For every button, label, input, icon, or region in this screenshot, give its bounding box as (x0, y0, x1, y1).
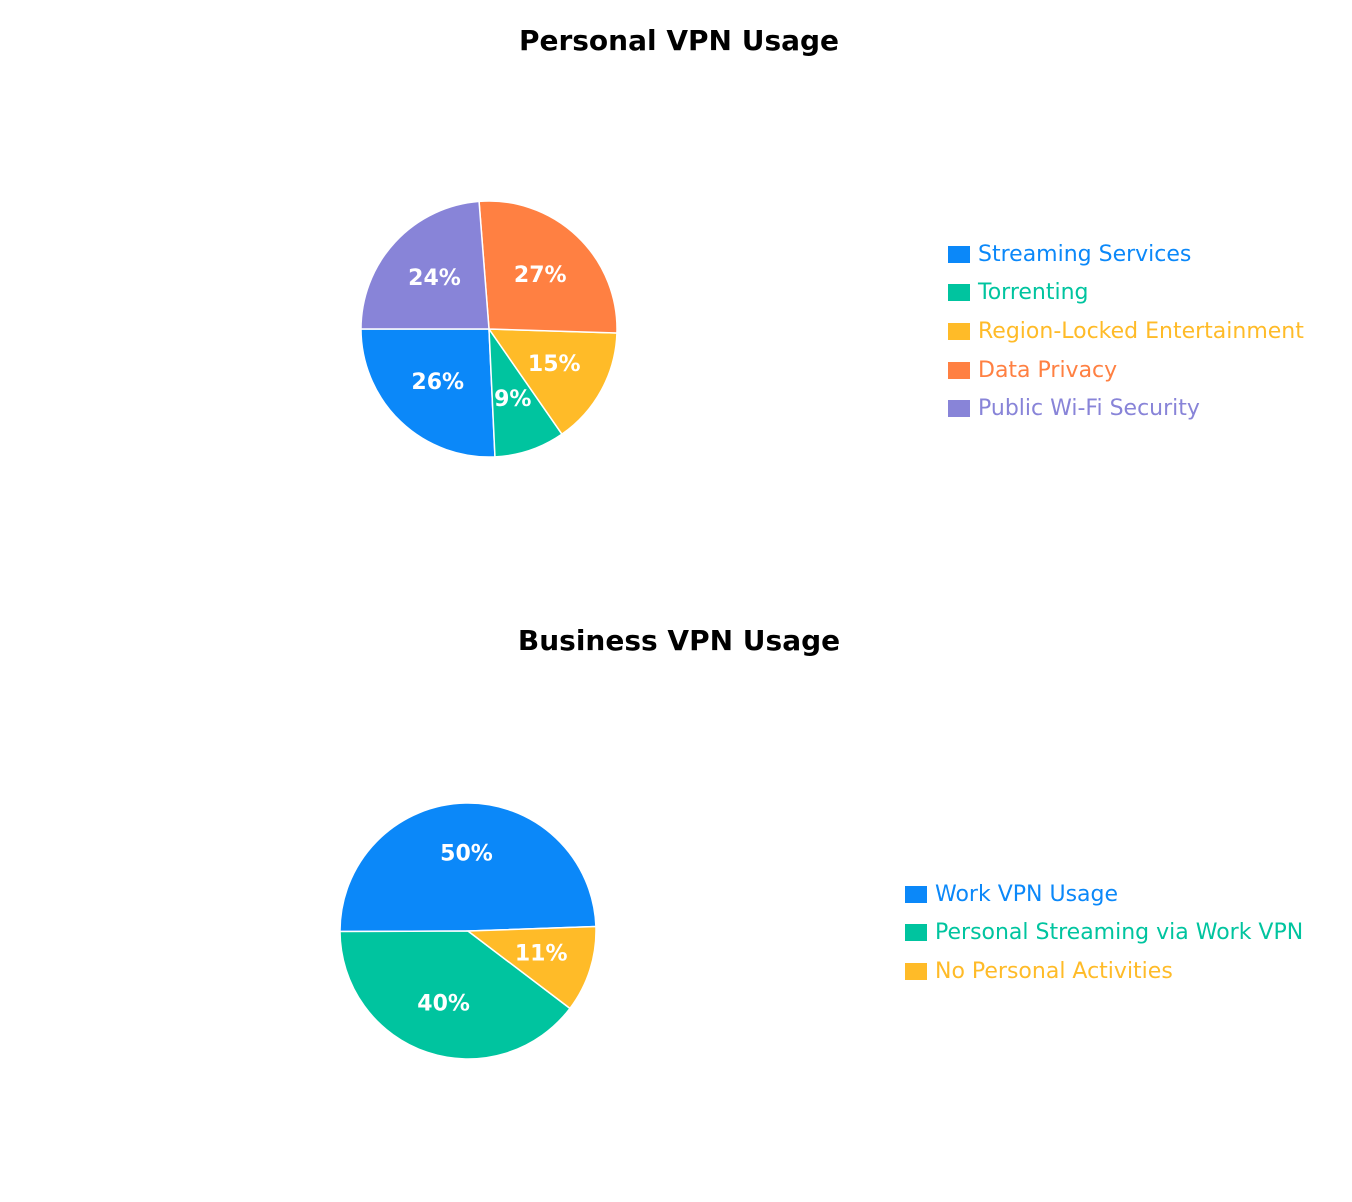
legend-label: Region-Locked Entertainment (978, 318, 1304, 344)
pie-label-personal-torrenting: 9% (494, 387, 531, 412)
legend-item-data-privacy: Data Privacy (948, 351, 1304, 390)
legend-label: Work VPN Usage (935, 881, 1119, 907)
pie-slice-personal-streaming-services (360, 328, 496, 458)
legend-label: Personal Streaming via Work VPN (935, 920, 1304, 946)
legend-item-work-vpn-usage: Work VPN Usage (905, 875, 1303, 914)
legend-swatch (948, 322, 970, 340)
pie-slice-personal-public-wi-fi-security (360, 200, 490, 330)
legend-swatch (948, 245, 970, 263)
legend-swatch (948, 284, 970, 302)
pie-slice-business-personal-streaming-via-work-vpn (339, 930, 571, 1060)
pie-label-personal-public-wi-fi-security: 24% (408, 266, 461, 291)
legend-business: Work VPN Usage Personal Streaming via Wor… (905, 875, 1303, 991)
legend-label: Streaming Services (978, 241, 1192, 267)
chart-title-business: Business VPN Usage (517, 624, 841, 657)
legend-swatch (948, 400, 970, 418)
legend-item-personal-streaming-via-work-vpn: Personal Streaming via Work VPN (905, 914, 1303, 953)
pie-label-business-no-personal-activities: 11% (515, 942, 568, 967)
pie-label-business-personal-streaming-via-work-vpn: 40% (417, 991, 470, 1016)
legend-label: Torrenting (978, 280, 1089, 306)
pie-label-business-work-vpn-usage: 50% (440, 842, 493, 867)
legend-item-public-wi-fi-security: Public Wi-Fi Security (948, 389, 1304, 428)
legend-swatch (905, 962, 927, 980)
pie-slice-personal-data-privacy (478, 200, 618, 334)
legend-label: No Personal Activities (935, 958, 1173, 984)
legend-item-torrenting: Torrenting (948, 274, 1304, 313)
legend-personal: Streaming Services Torrenting Region-Locke… (948, 235, 1304, 428)
legend-item-no-personal-activities: No Personal Activities (905, 952, 1303, 991)
pie-label-personal-streaming-services: 26% (411, 370, 464, 395)
pie-slice-business-work-vpn-usage (339, 802, 597, 933)
pie-label-personal-region-locked-entertainment: 15% (528, 352, 581, 377)
pie-chart-business: 50% 40% 11% (339, 802, 597, 1060)
pie-slice-business-no-personal-activities (465, 925, 597, 1010)
chart-title-personal: Personal VPN Usage (518, 24, 840, 57)
legend-swatch (905, 885, 927, 903)
pie-slice-personal-region-locked-entertainment (487, 328, 618, 436)
pie-label-personal-data-privacy: 27% (514, 263, 567, 288)
legend-label: Public Wi-Fi Security (978, 396, 1200, 422)
legend-swatch (948, 361, 970, 379)
pie-chart-personal: 26% 9% 15% 27% 24% (360, 200, 618, 458)
legend-label: Data Privacy (978, 357, 1118, 383)
legend-item-streaming-services: Streaming Services (948, 235, 1304, 274)
legend-swatch (905, 924, 927, 942)
legend-item-region-locked-entertainment: Region-Locked Entertainment (948, 312, 1304, 351)
